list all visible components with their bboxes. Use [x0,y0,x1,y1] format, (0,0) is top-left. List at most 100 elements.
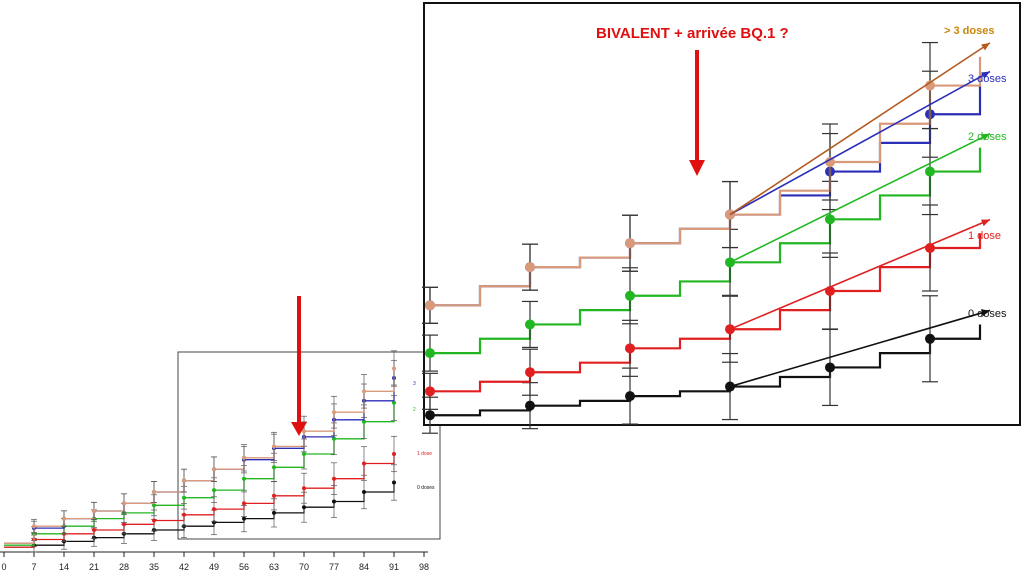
small-data-point [362,419,366,424]
small-data-point [272,465,276,470]
full-chart: 0 7 14 21 28 35 42 49 56 63 70 77 84 91 98 3 2 1 dose … [0,296,441,572]
small-data-point [152,490,156,494]
small-data-point [92,528,96,532]
small-data-point [392,366,396,371]
x-tick-label: 35 [149,562,159,572]
zoom-data-point [625,343,635,354]
zoom-data-point [625,290,635,301]
small-data-point [242,501,246,506]
zoom-data-point [425,300,435,311]
x-tick-label: 21 [89,562,99,572]
zoom-data-point [425,386,435,397]
legend-over-three: > 3 doses [944,25,994,37]
x-tick-label: 49 [209,562,219,572]
x-tick-label: 63 [269,562,279,572]
zoom-trend-line [729,42,991,216]
small-data-point [242,516,246,521]
zoom-trend-line [729,70,991,216]
zoom-data-point [425,348,435,359]
zoom-data-point [625,391,635,402]
small-data-point [242,455,246,460]
small-data-point [92,509,96,513]
small-data-point [152,518,156,523]
zoom-trend-arrowhead [981,309,990,317]
zoom-trend-arrowhead [981,133,990,141]
x-tick-label: 42 [179,562,189,572]
small-data-point [332,476,336,481]
small-data-point [362,461,366,466]
small-data-point [182,495,186,500]
zoom-trend-line [729,309,991,388]
legend-one: 1 dose [968,230,1001,242]
small-data-point [32,524,36,529]
small-data-point [272,444,276,449]
zoom-data-point [525,319,535,330]
legend-two: 2 doses [968,131,1007,143]
x-tick-label: 77 [329,562,339,572]
zoom-trend-line [729,132,991,264]
zoom-data-point [625,238,635,249]
x-tick-label: 7 [31,562,36,572]
small-data-point [332,499,336,504]
zoom-data-point [825,157,835,167]
small-data-point [332,410,336,415]
zoom-chart: BIVALENT + arrivée BQ.1 ? > 3 doses 3 do… [422,2,1021,434]
small-data-point [152,503,156,508]
legend-zero: 0 doses [968,308,1007,320]
x-tick-label: 14 [59,562,69,572]
small-data-point [272,493,276,498]
zoom-data-point [925,166,935,177]
small-data-point [392,452,396,456]
small-data-point [62,516,66,521]
small-data-point [122,501,126,506]
zoom-trend-arrowhead [981,42,990,51]
small-data-point [392,400,396,405]
zoom-data-point [825,214,835,225]
small-data-point [362,490,366,494]
small-data-point [182,478,186,483]
small-data-point [362,389,366,394]
legend-three: 3 doses [968,73,1007,85]
zoom-trend-arrowhead [981,71,990,79]
small-data-point [212,507,216,512]
zoom-region-box [177,351,441,540]
small-data-point [392,480,396,485]
zoom-data-point [525,367,535,378]
small-data-point [212,488,216,493]
zoom-data-point [925,80,935,91]
small-legend-zero: 0 doses [417,485,435,491]
small-data-point [302,429,306,434]
small-red-arrow-head [291,422,307,436]
small-data-point [302,486,306,491]
zoom-data-point [925,333,935,344]
small-data-point [272,510,276,515]
x-tick-label: 98 [419,562,429,572]
zoom-data-point [425,410,435,421]
zoom-panel-frame [423,2,1021,426]
x-tick-label: 28 [119,562,129,572]
zoom-trend-line [729,218,991,330]
small-data-point [302,505,306,510]
small-data-point [122,522,126,527]
zoom-trend-arrowhead [981,219,990,227]
zoom-red-arrow-head [689,160,705,176]
small-data-point [242,476,246,481]
x-tick-label: 56 [239,562,249,572]
x-tick-label: 91 [389,562,399,572]
small-legend-three: 3 [413,381,416,387]
small-legend-one: 1 dose [417,451,432,457]
annotation-title: BIVALENT + arrivée BQ.1 ? [596,25,789,42]
zoom-data-point [525,400,535,411]
x-tick-label: 0 [1,562,6,572]
small-data-point [182,512,186,517]
x-tick-label: 84 [359,562,369,572]
x-tick-label: 70 [299,562,309,572]
small-data-point [302,452,306,456]
zoom-data-point [525,262,535,273]
small-data-point [332,436,336,441]
zoom-data-point [825,362,835,373]
small-data-point [212,467,216,472]
small-legend-two: 2 [413,407,416,413]
small-series-line [4,402,395,546]
